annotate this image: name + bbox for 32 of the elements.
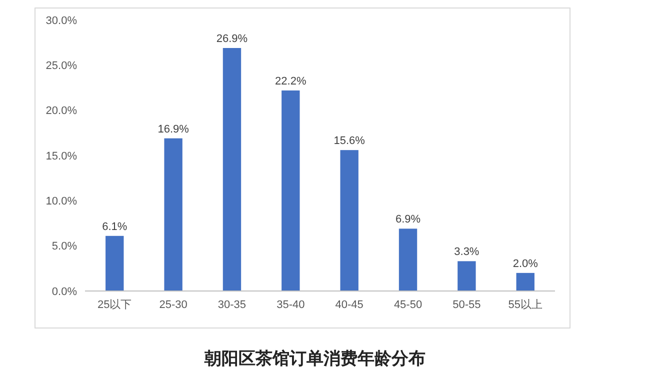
y-tick-label: 15.0% bbox=[46, 150, 78, 162]
data-label: 16.9% bbox=[158, 123, 190, 136]
bar bbox=[164, 138, 182, 291]
x-tick-label: 50-55 bbox=[452, 299, 481, 311]
y-tick-label: 20.0% bbox=[46, 105, 78, 118]
y-tick-label: 25.0% bbox=[46, 60, 78, 72]
y-tick-label: 10.0% bbox=[46, 196, 78, 208]
y-tick-label: 30.0% bbox=[46, 14, 78, 27]
data-label: 26.9% bbox=[216, 33, 248, 46]
x-tick-label: 25-30 bbox=[159, 299, 188, 311]
x-tick-label: 40-45 bbox=[335, 299, 364, 311]
text: 朝阳区茶馆订单消费年龄分布 bbox=[204, 349, 426, 369]
y-tick-label: 0.0% bbox=[52, 286, 78, 298]
data-label: 6.9% bbox=[395, 214, 421, 226]
bar bbox=[458, 261, 476, 291]
y-tick-label: 5.0% bbox=[52, 240, 78, 253]
bar bbox=[282, 90, 300, 291]
data-label: 6.1% bbox=[102, 220, 128, 233]
bar bbox=[106, 236, 124, 291]
x-tick-label: 55以上 bbox=[508, 298, 542, 311]
data-label: 22.2% bbox=[275, 75, 306, 88]
bar bbox=[516, 272, 534, 291]
x-tick-label: 30-35 bbox=[218, 299, 246, 311]
x-tick-label: 45-50 bbox=[394, 299, 422, 311]
bar bbox=[222, 48, 242, 291]
data-label: 2.0% bbox=[512, 258, 538, 270]
bar bbox=[340, 150, 358, 291]
data-label: 15.6% bbox=[334, 135, 366, 148]
x-tick-label: 25以下 bbox=[98, 298, 132, 311]
bar bbox=[398, 228, 418, 291]
data-label: 3.3% bbox=[454, 246, 480, 258]
x-tick-label: 35-40 bbox=[276, 299, 305, 311]
